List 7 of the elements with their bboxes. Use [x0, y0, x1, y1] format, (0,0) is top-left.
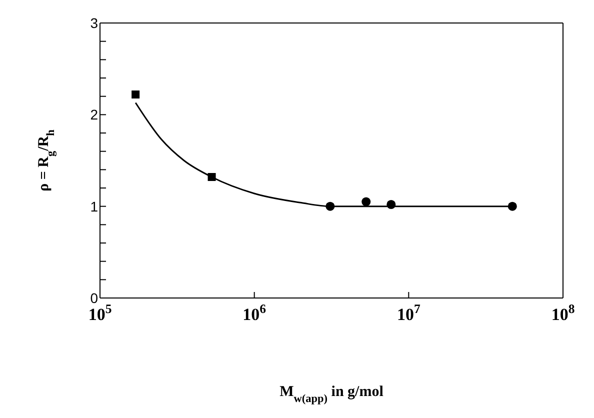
- y-tick-label: 3: [90, 15, 98, 31]
- x-axis-title: M$_{w(app)}$ in g/mol: [280, 384, 384, 405]
- x-tick-label: 10$^{6}$: [242, 302, 266, 324]
- y-tick-label: 2: [90, 106, 98, 123]
- y-tick-label: 1: [90, 198, 98, 214]
- x-tick-label: 10$^{8}$: [551, 302, 575, 324]
- x-tick-label: 10$^{7}$: [396, 302, 421, 324]
